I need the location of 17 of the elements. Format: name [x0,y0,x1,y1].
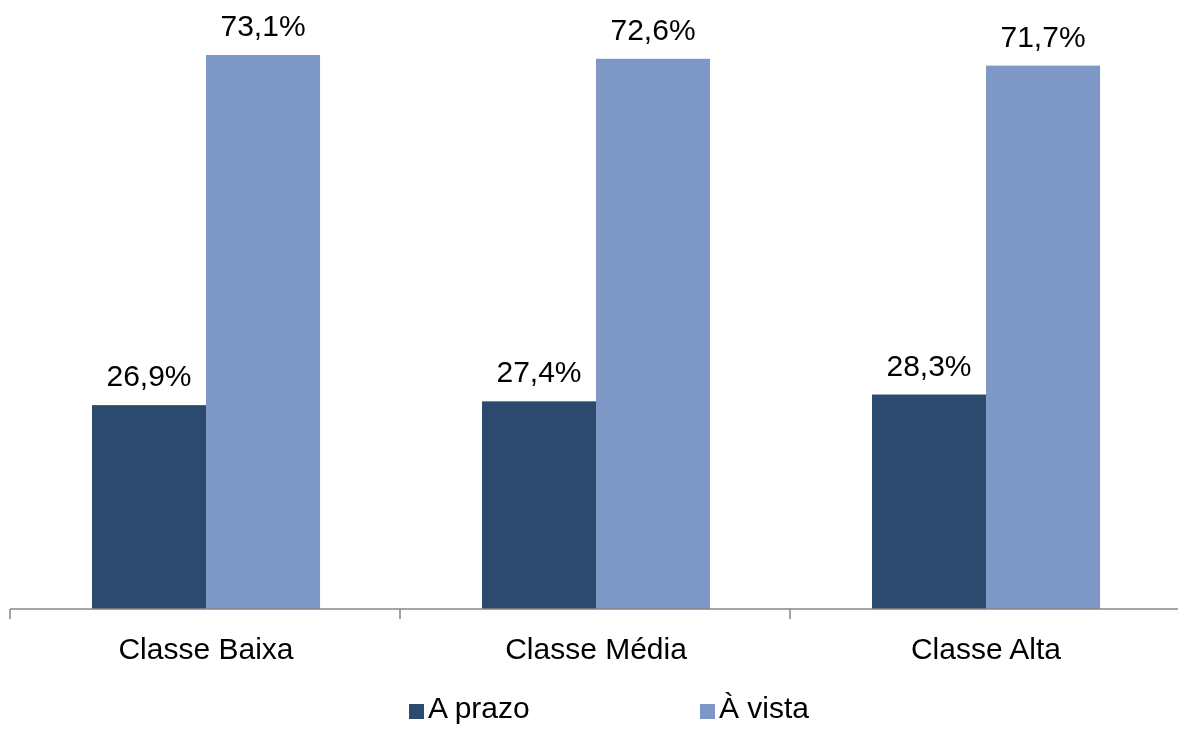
bar [206,55,321,609]
bar [482,401,597,609]
data-label: 72,6% [610,12,696,46]
legend-label: À vista [719,691,810,724]
data-label: 71,7% [1000,19,1086,53]
x-tick-label: Classe Baixa [118,632,294,665]
x-tick-label: Classe Alta [910,632,1062,665]
bar [872,394,987,609]
data-label: 26,9% [106,359,192,393]
data-label: 27,4% [496,355,582,389]
bar [596,58,711,609]
bar [986,65,1101,609]
legend-label: A prazo [428,691,530,724]
data-label: 73,1% [220,9,306,42]
x-tick-label: Classe Média [505,632,688,665]
bar [92,405,207,609]
data-label: 28,3% [886,348,972,382]
